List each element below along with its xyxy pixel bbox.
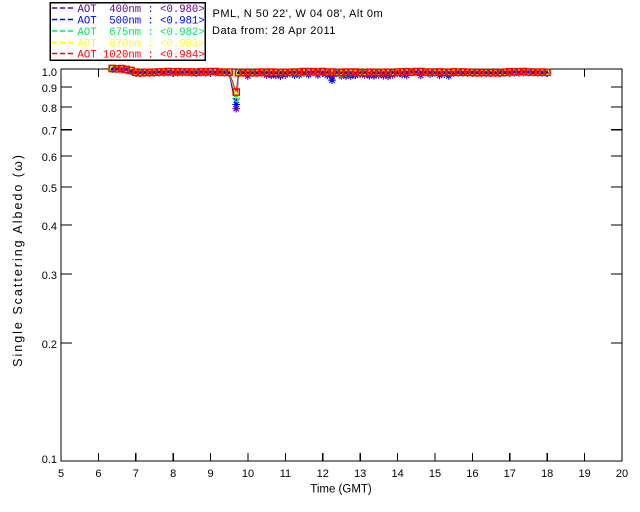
svg-text:7: 7: [133, 468, 139, 480]
svg-text:0.8: 0.8: [42, 103, 57, 115]
svg-text:0.2: 0.2: [42, 339, 57, 351]
svg-text:AOT 870nm : <0.983>: AOT 870nm : <0.983>: [78, 38, 205, 50]
svg-text:16: 16: [466, 468, 478, 480]
svg-text:0.9: 0.9: [42, 83, 57, 95]
svg-text:8: 8: [170, 468, 176, 480]
svg-text:5: 5: [58, 468, 64, 480]
svg-text:14: 14: [391, 468, 403, 480]
svg-text:Single Scattering Albedo (ω): Single Scattering Albedo (ω): [11, 153, 25, 367]
svg-text:15: 15: [429, 468, 441, 480]
svg-text:19: 19: [578, 468, 590, 480]
svg-text:AOT 400nm : <0.980>: AOT 400nm : <0.980>: [78, 4, 205, 16]
svg-text:PML, N 50 22', W 04 08', Alt 0: PML, N 50 22', W 04 08', Alt 0m: [213, 8, 384, 20]
svg-text:1.0: 1.0: [42, 67, 57, 79]
svg-text:6: 6: [95, 468, 101, 480]
svg-text:AOT 1020nm : <0.984>: AOT 1020nm : <0.984>: [78, 49, 205, 61]
svg-text:0.5: 0.5: [42, 183, 57, 195]
svg-text:0.1: 0.1: [42, 454, 57, 466]
svg-text:Data from: 28 Apr 2011: Data from: 28 Apr 2011: [212, 25, 336, 37]
svg-text:0.4: 0.4: [42, 221, 57, 233]
svg-text:12: 12: [317, 468, 329, 480]
svg-text:AOT 500nm : <0.981>: AOT 500nm : <0.981>: [78, 15, 205, 27]
svg-text:Time (GMT): Time (GMT): [310, 484, 372, 496]
svg-text:0.3: 0.3: [42, 270, 57, 282]
svg-text:0.7: 0.7: [42, 126, 57, 138]
svg-text:13: 13: [354, 468, 366, 480]
svg-text:11: 11: [280, 468, 291, 480]
svg-text:10: 10: [242, 468, 254, 480]
svg-text:0.6: 0.6: [42, 152, 57, 164]
svg-text:18: 18: [541, 468, 553, 480]
svg-text:9: 9: [208, 468, 214, 480]
svg-text:20: 20: [616, 468, 628, 480]
svg-text:AOT 675nm : <0.982>: AOT 675nm : <0.982>: [78, 27, 205, 39]
svg-text:17: 17: [504, 468, 516, 480]
